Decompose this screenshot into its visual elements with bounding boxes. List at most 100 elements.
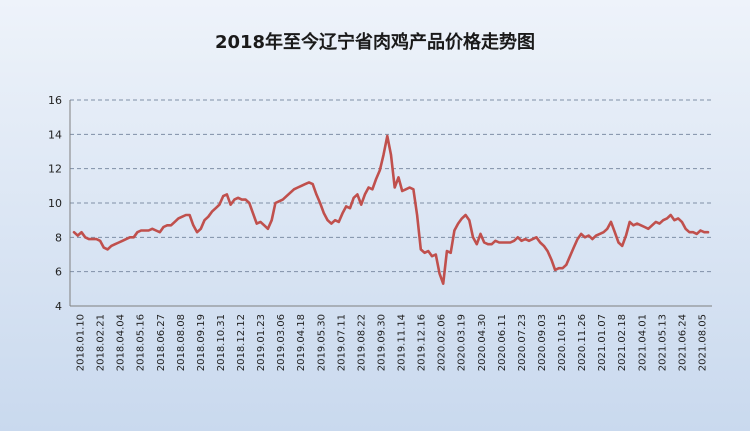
- data-point: [334, 219, 336, 221]
- x-tick-label: 2021.04.01: [637, 314, 648, 371]
- data-point: [446, 250, 448, 252]
- data-point: [226, 193, 228, 195]
- data-point: [610, 221, 612, 223]
- data-point: [599, 233, 601, 235]
- data-point: [99, 240, 101, 242]
- data-point: [364, 193, 366, 195]
- data-point: [576, 238, 579, 240]
- data-point: [192, 224, 194, 226]
- data-point: [129, 236, 131, 238]
- x-tick-label: 2018.01.10: [76, 314, 87, 371]
- data-point: [319, 202, 321, 204]
- x-tick-label: 2018.06.27: [156, 314, 167, 371]
- data-point: [509, 241, 511, 244]
- x-tick-label: 2018.08.08: [176, 314, 187, 371]
- y-tick-label: 10: [48, 197, 62, 210]
- x-tick-label: 2020.11.26: [577, 314, 588, 371]
- data-point: [416, 214, 418, 216]
- data-point: [442, 283, 444, 285]
- data-point: [162, 226, 165, 228]
- data-point: [532, 238, 534, 240]
- data-point: [368, 186, 370, 189]
- data-point: [136, 231, 138, 233]
- data-point: [595, 235, 597, 237]
- data-point: [200, 228, 202, 230]
- y-tick-label: 16: [48, 94, 62, 107]
- data-point: [185, 214, 187, 216]
- data-point: [629, 221, 631, 223]
- data-point: [438, 272, 441, 274]
- data-point: [666, 217, 668, 219]
- data-point: [412, 188, 414, 190]
- data-point: [375, 178, 377, 180]
- data-point: [472, 236, 474, 238]
- data-point: [118, 241, 120, 244]
- data-point: [308, 181, 310, 183]
- data-point: [80, 231, 83, 233]
- x-tick-label: 2019.11.14: [397, 314, 408, 371]
- data-point: [625, 235, 627, 237]
- data-point: [84, 236, 86, 238]
- data-point: [565, 264, 567, 266]
- data-point: [685, 228, 687, 230]
- y-tick-label: 4: [55, 300, 62, 313]
- data-point: [588, 235, 590, 237]
- data-point: [591, 238, 594, 240]
- data-point: [427, 250, 429, 252]
- data-point: [259, 221, 262, 223]
- data-point: [409, 186, 411, 189]
- data-point: [304, 183, 306, 185]
- grid: [70, 99, 712, 273]
- data-point: [241, 199, 243, 201]
- x-tick-label: 2018.09.19: [196, 314, 207, 371]
- data-point: [651, 224, 653, 226]
- data-point: [263, 224, 265, 226]
- data-point: [655, 221, 657, 223]
- data-point: [230, 204, 232, 206]
- data-point: [528, 240, 530, 242]
- data-point: [189, 214, 191, 216]
- data-point: [103, 247, 105, 249]
- data-point: [707, 231, 709, 233]
- data-point: [327, 219, 329, 221]
- data-point: [696, 233, 698, 235]
- data-point: [177, 217, 179, 219]
- data-point: [181, 216, 183, 218]
- x-tick-label: 2020.09.03: [537, 314, 548, 371]
- y-tick-label: 14: [48, 128, 62, 141]
- data-point: [233, 199, 235, 201]
- x-tick-label: 2021.08.05: [697, 314, 708, 371]
- data-point: [621, 245, 623, 247]
- x-tick-label: 2020.10.15: [557, 314, 568, 371]
- x-tick-label: 2018.12.12: [236, 314, 247, 371]
- x-tick-label: 2019.09.30: [376, 314, 387, 371]
- data-point: [461, 217, 463, 219]
- data-point: [297, 186, 299, 189]
- y-tick-label: 12: [48, 163, 62, 176]
- data-point: [468, 219, 470, 221]
- data-point: [644, 226, 646, 228]
- data-point: [245, 199, 247, 201]
- data-point: [703, 231, 705, 233]
- data-point: [569, 255, 571, 257]
- data-point: [465, 214, 467, 216]
- x-tick-label: 2020.07.23: [517, 314, 528, 371]
- data-point: [479, 233, 482, 235]
- data-point: [107, 248, 109, 250]
- x-tick-label: 2018.10.31: [216, 314, 227, 371]
- data-point: [315, 193, 317, 195]
- data-point: [562, 267, 564, 269]
- data-point: [681, 221, 683, 223]
- data-point: [401, 190, 403, 192]
- data-point: [435, 253, 437, 256]
- data-point: [662, 219, 664, 221]
- data-point: [573, 247, 575, 249]
- x-tick-label: 2018.02.21: [96, 314, 107, 371]
- data-point: [211, 211, 213, 213]
- data-point: [300, 185, 303, 187]
- data-point: [95, 238, 97, 240]
- x-tick-label: 2019.08.22: [356, 314, 367, 371]
- data-point: [155, 229, 157, 232]
